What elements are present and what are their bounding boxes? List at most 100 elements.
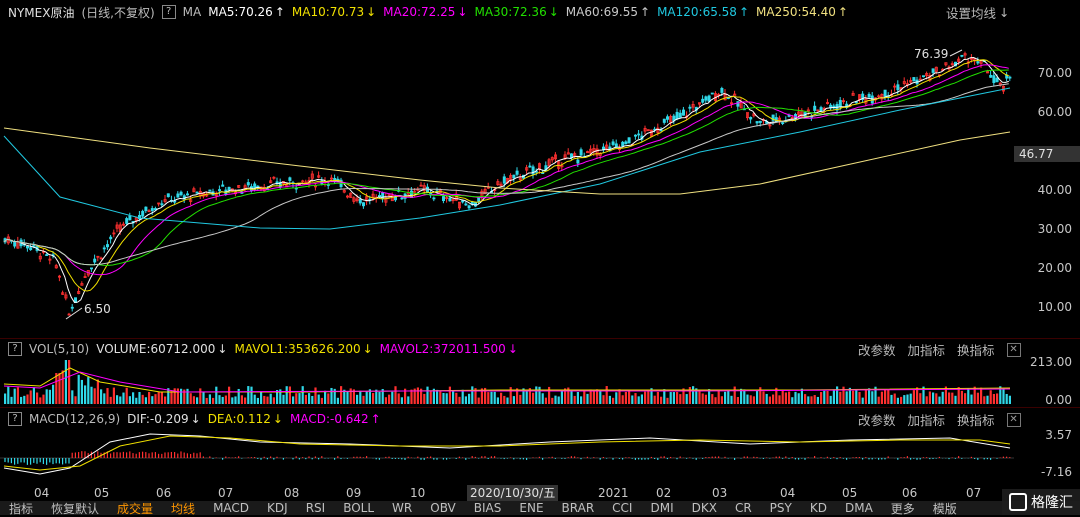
candle-body — [432, 197, 436, 200]
volume-bar — [93, 388, 96, 404]
volume-bar — [496, 397, 499, 404]
tab-0[interactable]: 指标 — [9, 501, 34, 516]
tab-4[interactable]: MACD — [213, 501, 250, 515]
candle-body — [730, 102, 734, 105]
macd-chart[interactable] — [0, 428, 1014, 484]
candle-body — [688, 106, 692, 109]
close-icon[interactable]: ✕ — [1006, 412, 1021, 427]
candle-body — [816, 109, 820, 112]
tab-6[interactable]: RSI — [305, 501, 326, 515]
volume-bar — [708, 389, 711, 404]
volume-bar — [228, 386, 231, 404]
volume-bar — [116, 395, 119, 404]
volume-bar — [356, 394, 359, 404]
volume-bar — [368, 389, 371, 404]
settings-ma-button[interactable]: 设置均线 ↓ — [946, 3, 1010, 22]
volume-bar — [80, 379, 83, 404]
candle-body — [102, 247, 106, 250]
tab-18[interactable]: KD — [809, 501, 827, 515]
candle-body — [605, 144, 609, 151]
macd-axis-min: -7.16 — [1040, 465, 1072, 479]
tab-1[interactable]: 恢复默认 — [51, 501, 100, 516]
tab-11[interactable]: ENE — [519, 501, 544, 515]
volume-bar — [263, 395, 266, 404]
candle-body — [54, 265, 58, 269]
volume-bar — [976, 392, 979, 404]
volume-bar — [61, 370, 64, 404]
volume-bar — [458, 396, 461, 404]
dea-value: DEA:0.112 — [207, 412, 271, 426]
candlestick-chart[interactable] — [0, 22, 1014, 338]
candle-body — [512, 174, 516, 179]
tab-12[interactable]: BRAR — [561, 501, 595, 515]
volume-add-button[interactable]: 加指标 — [907, 343, 946, 358]
candle-body — [877, 95, 881, 98]
volume-bar — [250, 386, 253, 404]
volume-bar — [618, 389, 621, 404]
macd-help-icon[interactable]: ? — [8, 412, 22, 426]
candle-body — [166, 193, 170, 198]
tab-21[interactable]: 模版 — [932, 501, 957, 516]
volume-bar — [410, 389, 413, 404]
candle-body — [698, 102, 702, 105]
volume-bar — [532, 392, 535, 404]
macd-params-button[interactable]: 改参数 — [858, 413, 896, 428]
close-icon[interactable]: ✕ — [1006, 342, 1021, 357]
help-icon[interactable]: ? — [161, 5, 176, 19]
volume-bar — [679, 394, 682, 404]
volume-help-icon[interactable]: ? — [8, 342, 22, 356]
volume-bar — [103, 393, 106, 404]
tab-8[interactable]: WR — [392, 501, 413, 515]
tab-17[interactable]: PSY — [769, 501, 792, 515]
candle-body — [624, 141, 628, 145]
tab-2[interactable]: 成交量 — [117, 501, 154, 516]
candle-body — [77, 290, 81, 294]
volume-bar — [340, 386, 343, 404]
volume-bar — [554, 395, 557, 404]
volume-bar — [868, 388, 871, 404]
tab-13[interactable]: CCI — [612, 501, 633, 515]
candle-body — [736, 101, 740, 107]
volume-bar — [388, 394, 391, 404]
volume-chart[interactable] — [0, 358, 1014, 406]
tab-10[interactable]: BIAS — [473, 501, 502, 515]
month-label: 02 — [656, 486, 672, 500]
tab-19[interactable]: DMA — [844, 501, 873, 515]
candle-body — [669, 116, 673, 123]
tab-14[interactable]: DMI — [650, 501, 674, 515]
candle-body — [643, 127, 647, 132]
candle-body — [749, 116, 753, 120]
volume-bar — [151, 396, 154, 404]
tab-7[interactable]: BOLL — [343, 501, 375, 515]
tab-9[interactable]: OBV — [430, 501, 456, 515]
tab-16[interactable]: CR — [734, 501, 752, 515]
volume-bar — [269, 393, 272, 404]
candle-body — [96, 255, 100, 258]
tab-15[interactable]: DKX — [691, 501, 717, 515]
macd-add-button[interactable]: 加指标 — [907, 413, 946, 428]
tab-3[interactable]: 均线 — [171, 501, 196, 516]
volume-bar — [874, 386, 877, 404]
macd-swap-button[interactable]: 换指标 — [957, 413, 995, 428]
candle-body — [992, 75, 996, 83]
volume-bar — [202, 392, 205, 404]
volume-bar — [983, 396, 986, 404]
volume-bar — [967, 388, 970, 404]
volume-bar — [461, 389, 464, 404]
candle-body — [122, 223, 126, 226]
volume-swap-button[interactable]: 换指标 — [957, 343, 995, 358]
volume-bar — [317, 394, 320, 404]
ma-value-3: MA30:72.36 — [474, 5, 547, 19]
candle-body — [931, 68, 935, 73]
tab-5[interactable]: KDJ — [267, 501, 288, 515]
tab-20[interactable]: 更多 — [890, 501, 915, 516]
volume-bar — [429, 390, 432, 404]
volume-bar — [535, 386, 538, 404]
volume-bar — [733, 386, 736, 404]
volume-params-button[interactable]: 改参数 — [858, 343, 896, 358]
candle-body — [141, 210, 145, 217]
volume-bar — [909, 393, 912, 404]
volume-bar — [836, 386, 839, 404]
volume-bar — [471, 386, 474, 404]
candle-body — [768, 124, 772, 127]
